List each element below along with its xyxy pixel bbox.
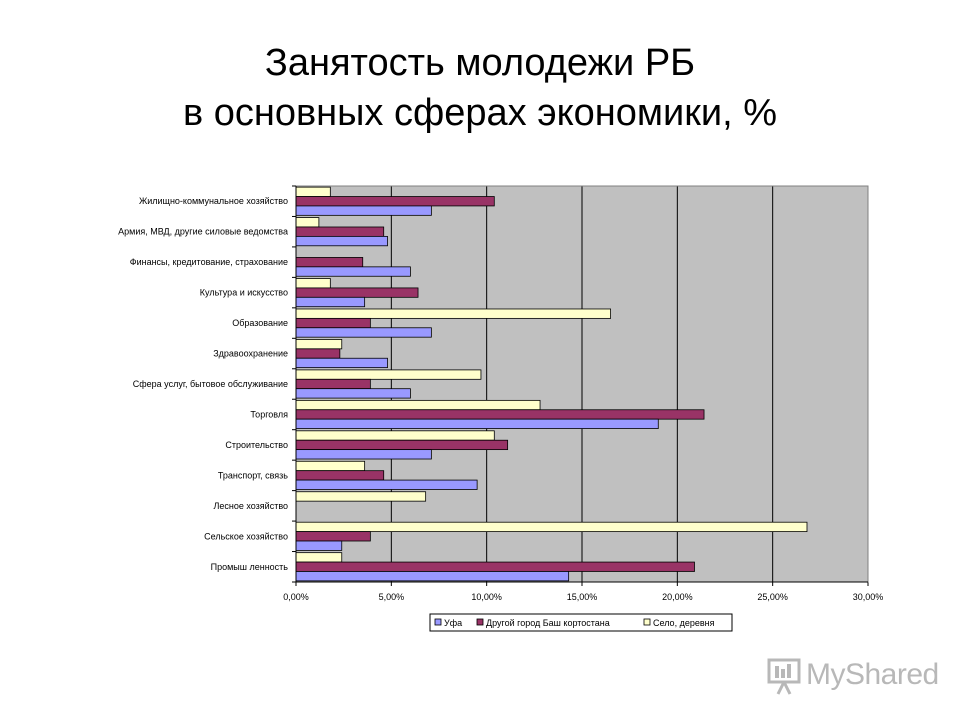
legend-label: Село, деревня xyxy=(653,618,715,628)
bar xyxy=(295,521,808,533)
bar xyxy=(295,348,341,359)
tick-labels: 0,00% 5,00% 10,00% 15,00% 20,00% 25,00% 30,00% xyxy=(283,592,883,602)
bar xyxy=(295,571,570,582)
category-label: Торговля xyxy=(250,409,288,419)
category-label: Лесное хозяйство xyxy=(213,501,288,511)
bar xyxy=(295,317,371,329)
axes-group xyxy=(292,185,869,583)
bar xyxy=(295,296,366,308)
title-line-1: Занятость молодежи РБ xyxy=(264,42,696,84)
category-label: Армия, МВД, другие силовые ведомства xyxy=(118,227,288,237)
bar xyxy=(295,378,371,390)
bar xyxy=(295,409,705,420)
x-tick-label: 5,00% xyxy=(379,592,405,602)
legend-label: Уфа xyxy=(444,618,462,628)
x-tick-label: 25,00% xyxy=(757,592,788,602)
bar xyxy=(295,470,385,481)
category-label: Финансы, кредитование, страхование xyxy=(130,257,288,267)
bar xyxy=(295,226,385,237)
category-label: Здравоохранение xyxy=(213,349,288,359)
category-labels: Жилищно-коммунальное хозяйство Армия, МВД… xyxy=(118,196,288,572)
category-label: Сельское хозяйство xyxy=(204,531,288,541)
x-tick-label: 20,00% xyxy=(662,592,693,602)
bar xyxy=(295,235,388,247)
bar xyxy=(295,257,364,268)
legend-swatch xyxy=(476,618,484,626)
title-line-2: в основных сферах экономики, % xyxy=(182,92,778,134)
slide-title: Занятость молодежи РБ в основных сферах … xyxy=(0,38,960,138)
x-tick-label: 30,00% xyxy=(853,592,884,602)
bar xyxy=(295,439,509,451)
bar xyxy=(295,205,432,216)
bar xyxy=(295,552,343,563)
legend-swatch xyxy=(643,618,651,626)
bar xyxy=(295,388,411,399)
bar xyxy=(295,217,320,228)
bar xyxy=(295,491,427,502)
watermark-text: MyShared xyxy=(806,658,939,691)
bar xyxy=(295,287,419,298)
bar xyxy=(295,531,371,542)
bars-group xyxy=(295,186,808,582)
legend-box xyxy=(429,613,733,632)
bar xyxy=(295,460,366,472)
x-tick-label: 15,00% xyxy=(567,592,598,602)
legend: Уфа Другой город Баш кортостана Село, дере… xyxy=(429,613,733,632)
bar xyxy=(295,418,659,429)
x-tick-label: 0,00% xyxy=(283,592,309,602)
legend-swatch xyxy=(434,618,442,626)
bar xyxy=(295,479,478,490)
category-label: Транспорт, связь xyxy=(218,470,288,480)
category-label: Культура и искусство xyxy=(200,288,288,298)
bar xyxy=(295,399,541,411)
bar xyxy=(295,266,411,277)
category-label: Промыш ленность xyxy=(211,562,289,572)
bar xyxy=(295,278,331,289)
presentation-board-icon xyxy=(767,658,801,695)
bar xyxy=(295,369,482,380)
category-label: Сфера услуг, бытовое обслуживание xyxy=(133,379,288,389)
bar xyxy=(295,449,432,460)
category-label: Образование xyxy=(232,318,288,328)
category-label: Жилищно-коммунальное хозяйство xyxy=(139,196,288,206)
watermark: MyShared xyxy=(766,654,939,698)
legend-label: Другой город Баш кортостана xyxy=(486,618,610,628)
bar xyxy=(295,561,695,572)
bar xyxy=(295,186,331,197)
bar xyxy=(295,430,495,441)
bar xyxy=(295,357,388,369)
bar xyxy=(295,327,432,338)
x-tick-label: 10,00% xyxy=(471,592,502,602)
bar xyxy=(295,339,343,350)
bar xyxy=(295,308,612,319)
bar xyxy=(295,196,495,207)
bar xyxy=(295,540,343,551)
category-label: Строительство xyxy=(225,440,288,450)
